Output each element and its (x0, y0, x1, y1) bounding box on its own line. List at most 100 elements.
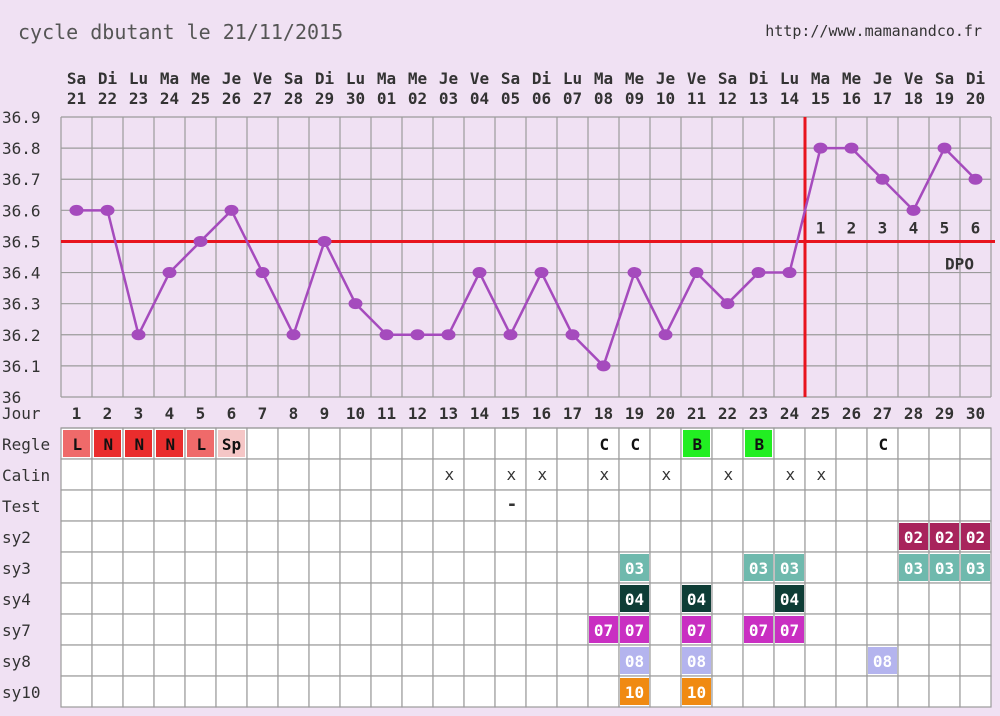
table-cell (277, 582, 310, 615)
weekday-label: Di (98, 69, 118, 88)
weekday-label: Lu (780, 69, 799, 88)
table-cell (959, 458, 992, 491)
table-cell (153, 613, 186, 646)
chart-title: cycle dbutant le 21/11/2015 (18, 20, 344, 44)
table-cell (339, 427, 372, 460)
table-cell (494, 644, 527, 677)
table-cell (370, 675, 403, 708)
table-cell (959, 489, 992, 522)
weekday-label: Sa (67, 69, 86, 88)
regle-cell (94, 430, 121, 457)
sy2-cell (961, 523, 990, 550)
table-cell (277, 675, 310, 708)
weekday-label: Ve (904, 69, 923, 88)
table-cell (897, 644, 930, 677)
temperature-point (379, 329, 394, 341)
calin-mark: x (817, 465, 827, 484)
site-url[interactable]: http://www.mamanandco.fr (765, 22, 982, 40)
cycle-day-label: 5 (196, 404, 206, 423)
table-cell (401, 613, 434, 646)
table-cell (122, 520, 155, 553)
weekday-label: Ma (160, 69, 179, 88)
sy3-cell (744, 554, 773, 581)
table-cell (866, 613, 899, 646)
sy10-mark: 10 (687, 683, 706, 702)
table-cell (246, 551, 279, 584)
sy4-mark: 04 (780, 590, 799, 609)
weekday-label: Ve (687, 69, 706, 88)
table-cell (649, 582, 682, 615)
date-label: 08 (594, 89, 613, 108)
table-cell (680, 551, 713, 584)
table-cell (60, 675, 93, 708)
table-cell (742, 489, 775, 522)
cycle-day-label: 6 (227, 404, 237, 423)
dpo-number: 1 (816, 218, 826, 237)
table-cell (959, 582, 992, 615)
table-cell (308, 675, 341, 708)
date-label: 01 (377, 89, 396, 108)
table-cell (680, 458, 713, 491)
table-cell (122, 489, 155, 522)
temperature-point (410, 329, 425, 341)
regle-mark: B (755, 435, 765, 454)
table-cell (680, 520, 713, 553)
temperature-point (906, 204, 921, 216)
table-cell (153, 644, 186, 677)
weekday-label: Je (873, 69, 892, 88)
regle-cell (63, 430, 90, 457)
cycle-day-label: 24 (780, 404, 799, 423)
table-cell (60, 520, 93, 553)
table-cell (494, 520, 527, 553)
y-tick-label: 36.5 (2, 232, 41, 251)
table-cell (432, 613, 465, 646)
cycle-day-label: 20 (656, 404, 675, 423)
row-label: Calin (2, 466, 50, 485)
table-cell (246, 489, 279, 522)
table-cell (897, 675, 930, 708)
table-cell (525, 489, 558, 522)
regle-cell (218, 430, 245, 457)
cycle-day-label: 16 (532, 404, 551, 423)
table-cell (804, 489, 837, 522)
cycle-day-label: 28 (904, 404, 923, 423)
sy7-cell (744, 616, 773, 643)
table-cell (91, 582, 124, 615)
sy4-cell (620, 585, 649, 612)
cycle-day-label: 3 (134, 404, 144, 423)
table-cell (959, 613, 992, 646)
row-label: Test (2, 497, 41, 516)
table-cell (308, 489, 341, 522)
weekday-label: Di (532, 69, 552, 88)
table-cell (122, 675, 155, 708)
table-cell (711, 675, 744, 708)
table-cell (618, 458, 651, 491)
table-cell (184, 644, 217, 677)
sy4-mark: 04 (625, 590, 644, 609)
cycle-day-label: 13 (439, 404, 458, 423)
table-cell (556, 644, 589, 677)
table-cell (184, 613, 217, 646)
table-cell (866, 489, 899, 522)
cycle-day-label: 25 (811, 404, 830, 423)
table-cell (835, 520, 868, 553)
weekday-label: Ma (377, 69, 396, 88)
table-cell (587, 582, 620, 615)
row-label: Regle (2, 435, 50, 454)
date-label: 05 (501, 89, 520, 108)
table-cell (246, 520, 279, 553)
table-cell (835, 613, 868, 646)
weekday-label: Di (966, 69, 986, 88)
sy3-cell (961, 554, 990, 581)
table-cell (60, 458, 93, 491)
table-cell (370, 582, 403, 615)
weekday-label: Di (749, 69, 769, 88)
table-cell (897, 489, 930, 522)
table-cell (525, 551, 558, 584)
table-cell (370, 427, 403, 460)
table-cell (494, 582, 527, 615)
table-cell (432, 458, 465, 491)
table-cell (742, 582, 775, 615)
regle-cell (156, 430, 183, 457)
table-cell (432, 520, 465, 553)
